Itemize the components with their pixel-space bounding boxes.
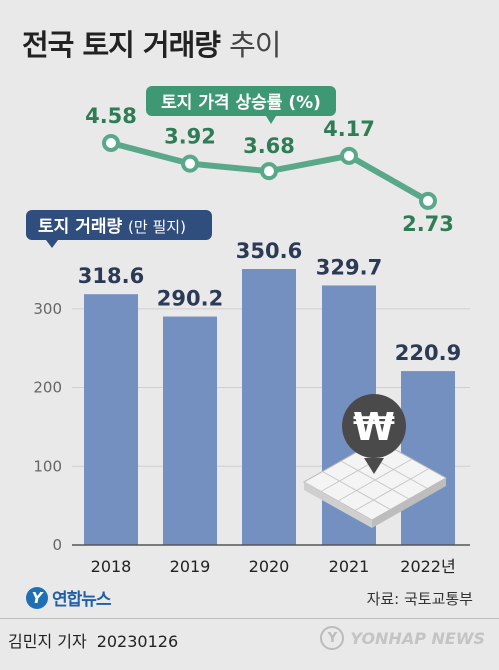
bar: [163, 316, 217, 545]
svg-text:₩: ₩: [353, 405, 395, 449]
bar-value-label: 318.6: [78, 264, 144, 288]
bar-value-label: 329.7: [316, 255, 382, 279]
bar-series-label: 토지 거래량 (만 필지): [38, 217, 186, 237]
yonhap-watermark: Y YONHAP NEWS: [320, 626, 485, 650]
chart-title-main: 전국 토지 거래량: [22, 28, 221, 62]
x-tick-label: 2022년: [400, 557, 455, 576]
line-series-badge: [146, 86, 336, 116]
yonhap-logo-text: 연합뉴스: [52, 590, 112, 610]
line-value-label: 4.17: [323, 117, 375, 141]
line-point: [181, 154, 199, 173]
line-value-label: 3.68: [243, 134, 295, 158]
line-point: [102, 134, 120, 152]
footer-divider: [0, 618, 499, 619]
x-tick-label: 2018: [91, 557, 132, 576]
bar-series-label-main: 토지 거래량: [38, 217, 128, 237]
yonhap-logo-icon: Y: [26, 586, 48, 609]
x-tick-label: 2021: [329, 557, 370, 576]
line-point: [340, 146, 358, 165]
chart-title: 전국 토지 거래량 추이: [22, 22, 281, 64]
bar: [84, 294, 138, 545]
yonhap-watermark-text: YONHAP NEWS: [350, 628, 485, 648]
won-coin-land-icon: ₩: [302, 394, 448, 528]
yonhap-logo: Y 연합뉴스: [26, 585, 112, 610]
source-note: 자료: 국토교통부: [366, 590, 473, 608]
bar-series-unit: (만 필지): [128, 218, 186, 236]
bar-value-label: 290.2: [157, 287, 223, 311]
chart-canvas: 0 100 200 300 2018 2019 2020 2021 2022년 ₩318.6 290…: [26, 86, 470, 576]
byline: 김민지 기자 20230126: [8, 628, 178, 652]
bar-series-badge: [26, 210, 212, 240]
line-point: [260, 162, 278, 181]
y-tick-label: 300: [33, 300, 62, 318]
y-tick-label: 100: [33, 457, 62, 475]
line-value-label: 4.58: [85, 104, 137, 128]
line-series-badge-pointer: [266, 116, 276, 124]
bar-value-label: 220.9: [395, 341, 461, 365]
x-tick-label: 2020: [249, 557, 290, 576]
y-tick-label: 200: [33, 379, 62, 397]
line-series-label: 토지 가격 상승률 (%): [161, 93, 321, 113]
bar-series-badge-pointer: [46, 240, 58, 248]
chart-title-suffix: 추이: [229, 28, 281, 62]
line-value-label: 2.73: [402, 212, 454, 236]
line-value-label: 3.92: [164, 125, 216, 149]
byline-author: 김민지 기자: [8, 632, 87, 651]
byline-date: 20230126: [96, 632, 179, 651]
yonhap-watermark-icon: Y: [320, 626, 345, 650]
bar-value-label: 350.6: [236, 239, 302, 263]
y-tick-label: 0: [52, 536, 62, 554]
line-point: [419, 191, 437, 210]
bar: [242, 269, 296, 545]
x-tick-label: 2019: [170, 557, 211, 576]
